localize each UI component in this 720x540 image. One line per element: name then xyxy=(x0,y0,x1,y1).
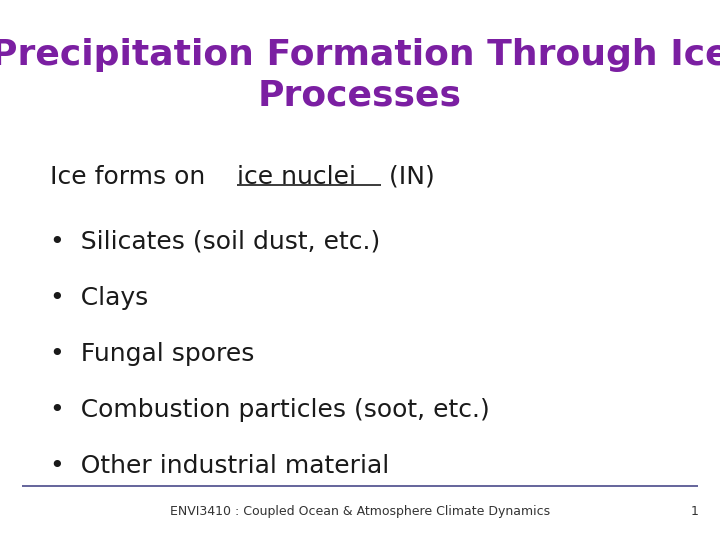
Text: •  Combustion particles (soot, etc.): • Combustion particles (soot, etc.) xyxy=(50,398,490,422)
Text: •  Other industrial material: • Other industrial material xyxy=(50,454,390,478)
Text: •  Fungal spores: • Fungal spores xyxy=(50,342,255,366)
Text: Ice forms on: Ice forms on xyxy=(50,165,214,188)
Text: Precipitation Formation Through Ice
Processes: Precipitation Formation Through Ice Proc… xyxy=(0,38,720,112)
Text: •  Clays: • Clays xyxy=(50,286,148,309)
Text: (IN): (IN) xyxy=(381,165,435,188)
Text: •  Silicates (soil dust, etc.): • Silicates (soil dust, etc.) xyxy=(50,230,381,253)
Text: ice nuclei: ice nuclei xyxy=(238,165,356,188)
Text: 1: 1 xyxy=(690,505,698,518)
Text: ENVI3410 : Coupled Ocean & Atmosphere Climate Dynamics: ENVI3410 : Coupled Ocean & Atmosphere Cl… xyxy=(170,505,550,518)
